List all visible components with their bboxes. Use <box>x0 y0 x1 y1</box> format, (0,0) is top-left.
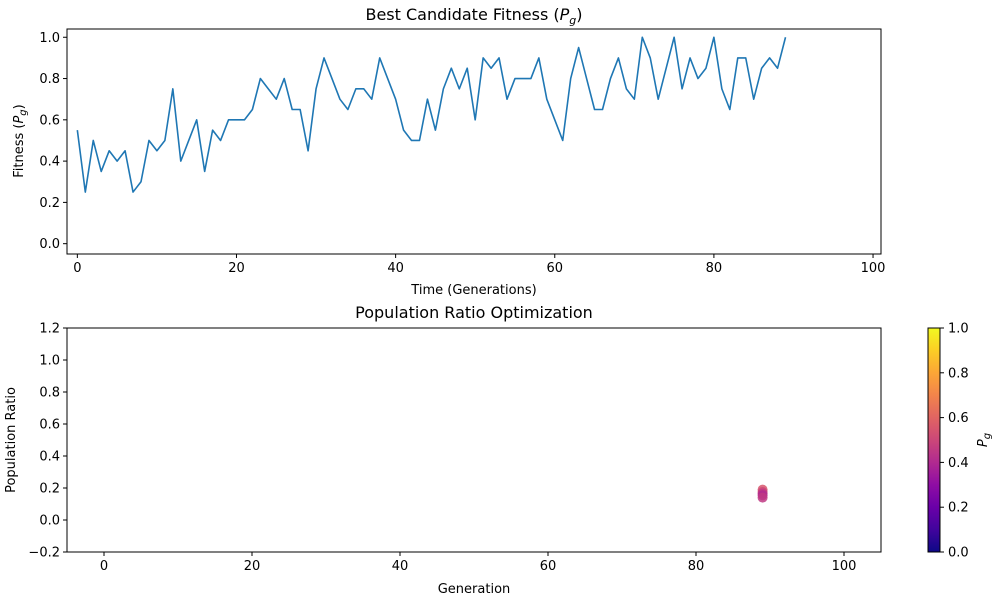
colorbar-tick-label: 1.0 <box>948 322 969 337</box>
fitness-y-tick-label: 1.0 <box>39 31 60 46</box>
fitness-x-tick-label: 40 <box>387 261 404 276</box>
population-point <box>757 492 768 503</box>
fitness-axes-ticks: 0 20 40 60 80 100 0.0 0.2 0.4 0.6 0.8 1.0 <box>39 31 885 276</box>
fitness-plot-frame <box>66 28 882 255</box>
population-x-tick-label: 20 <box>244 559 261 574</box>
fitness-y-tick-label: 0.0 <box>39 237 60 252</box>
fitness-x-tick-label: 0 <box>73 261 81 276</box>
colorbar-label: Pg <box>976 433 993 447</box>
colorbar-gradient <box>927 327 941 553</box>
fitness-y-tick-label: 0.4 <box>39 155 60 170</box>
population-chart: Population Ratio Optimization 0 20 40 60 80 1… <box>4 303 882 597</box>
fitness-chart-title: Best Candidate Fitness (Pg) <box>365 5 582 27</box>
colorbar-tick-label: 0.4 <box>948 456 969 471</box>
fitness-x-tick-label: 100 <box>861 261 886 276</box>
population-x-tick-label: 0 <box>100 559 108 574</box>
population-series <box>757 484 768 503</box>
population-x-axis-label: Generation <box>438 582 511 597</box>
colorbar-tick-label: 0.0 <box>948 546 969 561</box>
fitness-x-axis-label: Time (Generations) <box>410 283 536 298</box>
fitness-chart: Best Candidate Fitness (Pg) 0 20 40 60 80 100… <box>12 5 885 298</box>
population-y-tick-label: 0.2 <box>39 482 60 497</box>
population-x-tick-label: 100 <box>832 559 857 574</box>
fitness-y-tick-label: 0.2 <box>39 196 60 211</box>
fitness-y-axis-label: Fitness (Pg) <box>12 104 29 178</box>
fitness-x-tick-label: 20 <box>228 261 245 276</box>
colorbar-tick-label: 0.8 <box>948 366 969 381</box>
fitness-series <box>76 36 787 193</box>
population-chart-title: Population Ratio Optimization <box>355 303 593 322</box>
colorbar-tick-label: 0.6 <box>948 411 969 426</box>
fitness-line <box>76 36 787 193</box>
fitness-x-tick-label: 60 <box>546 261 563 276</box>
population-y-tick-label: 1.2 <box>39 322 60 337</box>
colorbar: 0.0 0.2 0.4 0.6 0.8 1.0 Pg <box>927 322 993 561</box>
fitness-y-tick-label: 0.6 <box>39 113 60 128</box>
population-y-tick-label: 0.8 <box>39 386 60 401</box>
population-axes-ticks: 0 20 40 60 80 100 −0.2 0.0 0.2 0.4 0.6 0.8 1.0 1.2 <box>28 322 856 575</box>
population-y-axis-label: Population Ratio <box>4 387 19 493</box>
population-x-tick-label: 40 <box>392 559 409 574</box>
colorbar-ticks: 0.0 0.2 0.4 0.6 0.8 1.0 <box>940 322 969 561</box>
population-y-tick-label: 0.4 <box>39 450 60 465</box>
population-plot-frame <box>66 327 882 553</box>
population-y-tick-label: 0.6 <box>39 418 60 433</box>
fitness-y-tick-label: 0.8 <box>39 72 60 87</box>
colorbar-tick-label: 0.2 <box>948 501 969 516</box>
fitness-x-tick-label: 80 <box>706 261 723 276</box>
population-x-tick-label: 60 <box>540 559 557 574</box>
population-y-tick-label: −0.2 <box>28 546 60 561</box>
population-x-tick-label: 80 <box>688 559 705 574</box>
population-y-tick-label: 1.0 <box>39 354 60 369</box>
population-y-tick-label: 0.0 <box>39 514 60 529</box>
